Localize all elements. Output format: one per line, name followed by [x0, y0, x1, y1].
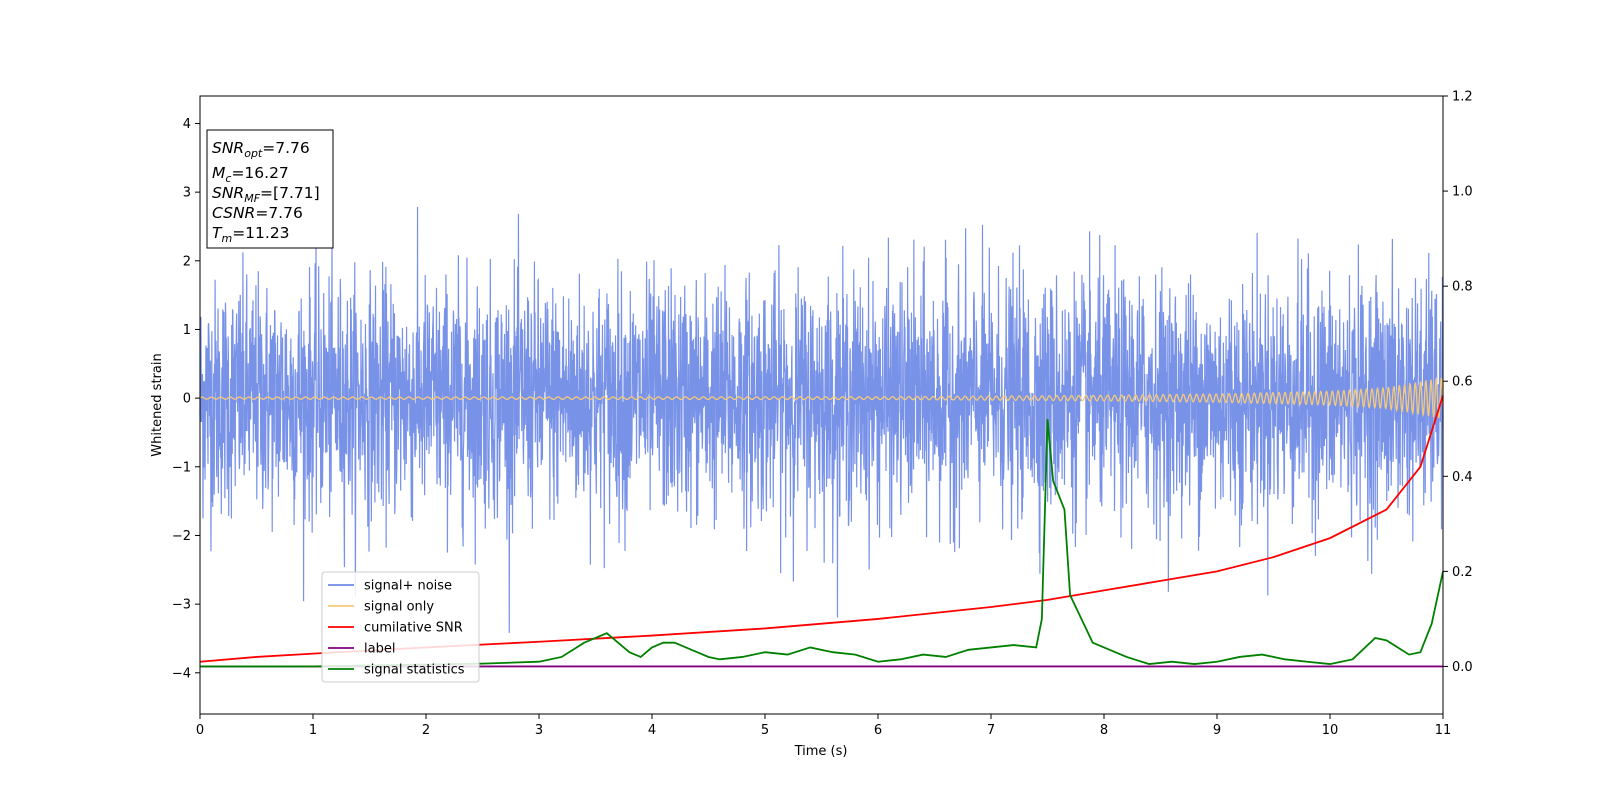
series-signal-noise — [199, 206, 1444, 633]
y-right-tick-label: 0.2 — [1452, 565, 1473, 580]
y-right-tick-label: 0.6 — [1452, 375, 1473, 390]
legend: signal+ noise signal only cumilative SNR la… — [321, 571, 480, 683]
info-box-line: SNRMF=[7.71] — [212, 184, 320, 205]
y-left-tick-label: −1 — [172, 460, 191, 475]
x-tick-label: 0 — [196, 723, 204, 738]
legend-frame — [321, 571, 480, 683]
legend-label: signal only — [364, 600, 434, 615]
x-tick-label: 5 — [761, 723, 769, 738]
y-right-tick-label: 0.4 — [1452, 470, 1473, 485]
info-box: SNRopt=7.76 Mc=16.27SNRMF=[7.71]CSNR=7.76… — [206, 129, 334, 249]
series-signal-statistics — [200, 419, 1444, 668]
x-tick-label: 8 — [1100, 723, 1108, 738]
x-tick-label: 4 — [648, 723, 656, 738]
plot-frame — [199, 95, 1444, 715]
info-box-line: Tm=11.23 — [212, 224, 290, 245]
x-tick-label: 6 — [874, 723, 882, 738]
y-right-tick-label: 0.8 — [1452, 280, 1473, 295]
x-tick-label: 10 — [1322, 723, 1339, 738]
y-right-tick-label: 0.0 — [1452, 660, 1473, 675]
y-left-tick-label: 0 — [183, 392, 191, 407]
x-tick-label: 3 — [535, 723, 543, 738]
legend-label: cumilative SNR — [364, 621, 463, 636]
x-axis: 0 1 2 3 4 5 6 7 8 9 10 11 — [196, 714, 1451, 738]
y-left-tick-label: −4 — [172, 666, 191, 681]
x-axis-title: Time (s) — [794, 744, 848, 759]
legend-label: signal+ noise — [364, 579, 452, 594]
x-tick-label: 1 — [309, 723, 317, 738]
legend-label: label — [364, 642, 395, 657]
series-signal-only — [199, 376, 1444, 419]
y-right-tick-label: 1.0 — [1452, 185, 1473, 200]
info-box-line: CSNR=7.76 — [212, 204, 303, 222]
y-left-tick-label: −3 — [172, 598, 191, 613]
info-box-line: SNRopt=7.76 — [212, 139, 310, 160]
y-left-tick-label: 1 — [183, 323, 191, 338]
x-tick-label: 7 — [987, 723, 995, 738]
info-box-frame — [206, 129, 334, 249]
y-axis-title: Whitened strain — [150, 353, 165, 456]
y-left-tick-label: 3 — [183, 186, 191, 201]
y-axis-left: 4 3 2 1 0 −1 −2 −3 −4 — [172, 117, 200, 681]
y-right-tick-label: 1.2 — [1452, 90, 1473, 105]
x-tick-label: 2 — [422, 723, 430, 738]
info-box-line: Mc=16.27 — [212, 164, 289, 185]
y-left-tick-label: −2 — [172, 529, 191, 544]
y-left-tick-label: 4 — [183, 117, 191, 132]
y-left-tick-label: 2 — [183, 254, 191, 269]
legend-label: signal statistics — [364, 663, 465, 678]
x-tick-label: 9 — [1213, 723, 1221, 738]
y-axis-right: 1.2 1.0 0.8 0.6 0.4 0.2 0.0 — [1443, 90, 1473, 675]
x-tick-label: 11 — [1435, 723, 1452, 738]
